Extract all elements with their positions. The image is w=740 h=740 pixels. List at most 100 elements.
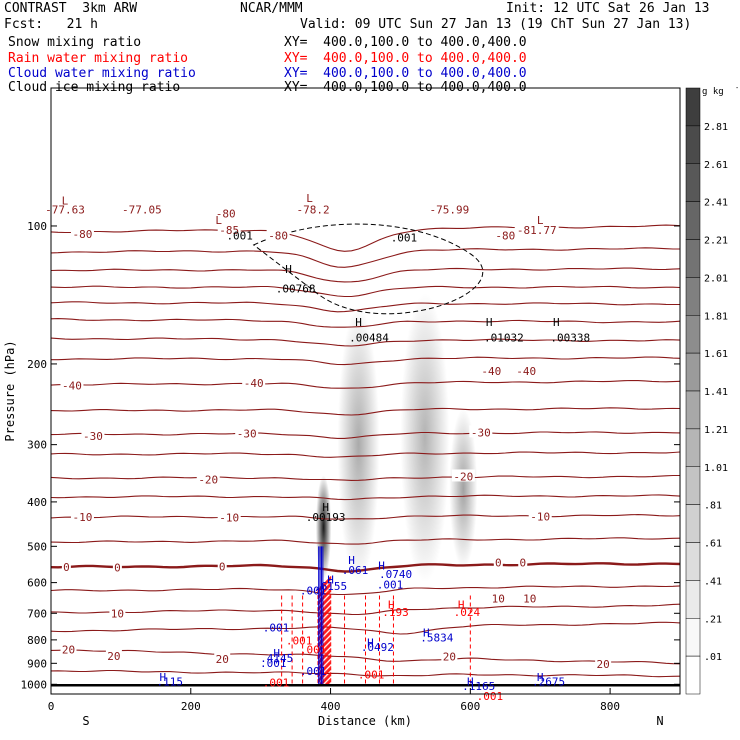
init-time: Init: 12 UTC Sat 26 Jan 13	[506, 1, 710, 16]
contour-annotation: .001	[226, 230, 253, 243]
contour-annotation: .00484	[349, 331, 389, 344]
x-tick-label: 0	[48, 700, 55, 713]
isotherm-label: -40	[62, 380, 82, 393]
contour-annotation: H	[273, 647, 280, 660]
isotherm-label: 20	[62, 644, 75, 657]
contour-annotation: H	[467, 675, 474, 688]
isotherm--55	[51, 318, 680, 328]
contour-annotation: H	[322, 501, 329, 514]
y-tick-label: 600	[27, 577, 47, 590]
isotherm-label: 20	[596, 658, 609, 671]
isotherm-label: 0	[63, 561, 70, 574]
isotherm-label-bg	[242, 375, 266, 388]
isotherm--80	[51, 224, 680, 252]
plot-frame	[50, 87, 681, 695]
isotherm-label-bg	[217, 559, 227, 572]
colorbar-label: 2.61	[704, 160, 728, 171]
colorbar-swatch	[685, 125, 701, 164]
isotherm-label: -80	[268, 230, 288, 243]
y-tick-label: 900	[27, 657, 47, 670]
isotherm-label-bg	[196, 472, 220, 485]
contour-annotation: .024	[454, 606, 481, 619]
isotherm-10	[51, 603, 680, 616]
isotherm-label: -30	[237, 428, 257, 441]
isotherm--10	[51, 514, 680, 520]
contour-annotation: L	[62, 195, 69, 208]
colorbar-unit-exponent: -1	[735, 84, 740, 92]
colorbar-unit: g kg	[702, 87, 724, 97]
contour-annotation: .115	[157, 675, 184, 688]
contour-annotation: H	[160, 671, 167, 684]
isotherm--70	[51, 267, 680, 283]
isotherm-label: 10	[523, 593, 536, 606]
isotherm-label-bg	[119, 202, 164, 215]
isotherm-label: 20	[107, 650, 120, 663]
isotherm-label-bg	[217, 510, 241, 523]
valid-time: Valid: 09 UTC Sun 27 Jan 13 (19 ChT Sun …	[300, 17, 692, 32]
colorbar-swatch	[685, 428, 701, 467]
isotherm-label: -75.99	[429, 203, 469, 216]
colorbar-label: 2.41	[704, 198, 728, 209]
isotherm-label-bg	[214, 206, 238, 219]
colorbar-swatch	[685, 655, 701, 695]
isotherm-label: -40	[244, 377, 264, 390]
contour-annotation: H	[423, 626, 430, 639]
isotherm-label-bg	[490, 591, 507, 604]
contour-annotation: .00338	[550, 331, 590, 344]
x-tick-label: 600	[460, 700, 480, 713]
isotherm-label: -80	[495, 230, 515, 243]
isotherm--35	[51, 407, 680, 416]
legend-cloud-water-xy: XY= 400.0,100.0 to 400.0,400.0	[284, 66, 527, 81]
colorbar-label: 1.81	[704, 311, 728, 322]
contour-annotation: H	[553, 316, 560, 329]
isotherm--60	[51, 301, 680, 313]
isotherm-label: -77.05	[122, 203, 162, 216]
isotherm-label-bg	[109, 606, 126, 619]
colorbar-swatch	[685, 239, 701, 278]
legend-snow-xy: XY= 400.0,100.0 to 400.0,400.0	[284, 35, 527, 50]
isotherm-label-bg	[518, 555, 528, 568]
snow-shading-3	[449, 408, 478, 569]
colorbar-swatch	[685, 390, 701, 430]
isotherm-label: -78.2	[297, 203, 330, 216]
isotherm-label: 20	[216, 653, 229, 666]
isotherm-label: -10	[530, 510, 550, 523]
isotherm-label-bg	[214, 651, 231, 664]
contour-annotation: .001	[391, 232, 418, 245]
contour-annotation: .5834	[420, 631, 453, 644]
legend-rain-label: Rain water mixing ratio	[8, 51, 189, 66]
isotherm-label-bg	[427, 202, 472, 215]
colorbar-label: 1.41	[704, 387, 728, 398]
contour-annotation: H	[327, 573, 334, 586]
colorbar-swatch	[685, 201, 701, 240]
isotherm-label: -81.77	[517, 224, 557, 237]
contour-annotation: .001	[300, 665, 327, 678]
y-tick-label: 200	[27, 358, 47, 371]
isotherm-label-bg	[70, 510, 94, 523]
contour-annotation: .001	[358, 668, 385, 681]
colorbar-swatch	[685, 315, 701, 354]
isotherm-label-bg	[451, 469, 475, 482]
contour-annotation: .00768	[276, 283, 316, 296]
forecast-hour: Fcst: 21 h	[4, 17, 98, 32]
isotherm-label-bg	[441, 649, 458, 662]
isotherm-label-bg	[521, 591, 538, 604]
isotherm-label: -80	[73, 228, 93, 241]
isotherm-label: -40	[516, 365, 536, 378]
isotherm-label: -85	[219, 224, 239, 237]
x-tick-label: 200	[181, 700, 201, 713]
contour-annotation: H	[285, 263, 292, 276]
isotherm-label-bg	[42, 202, 87, 215]
contour-annotation: .001	[286, 635, 313, 648]
isotherm-label-bg	[112, 560, 122, 573]
contour-annotation: H	[355, 316, 362, 329]
isotherm-label: -10	[73, 511, 93, 524]
colorbar-label: .01	[704, 652, 722, 663]
isotherm-label: 0	[519, 557, 526, 570]
colorbar-swatch	[685, 87, 701, 127]
isotherm-label-bg	[70, 226, 94, 239]
isotherm--25	[51, 451, 680, 458]
isotherm-label-bg	[514, 222, 559, 235]
